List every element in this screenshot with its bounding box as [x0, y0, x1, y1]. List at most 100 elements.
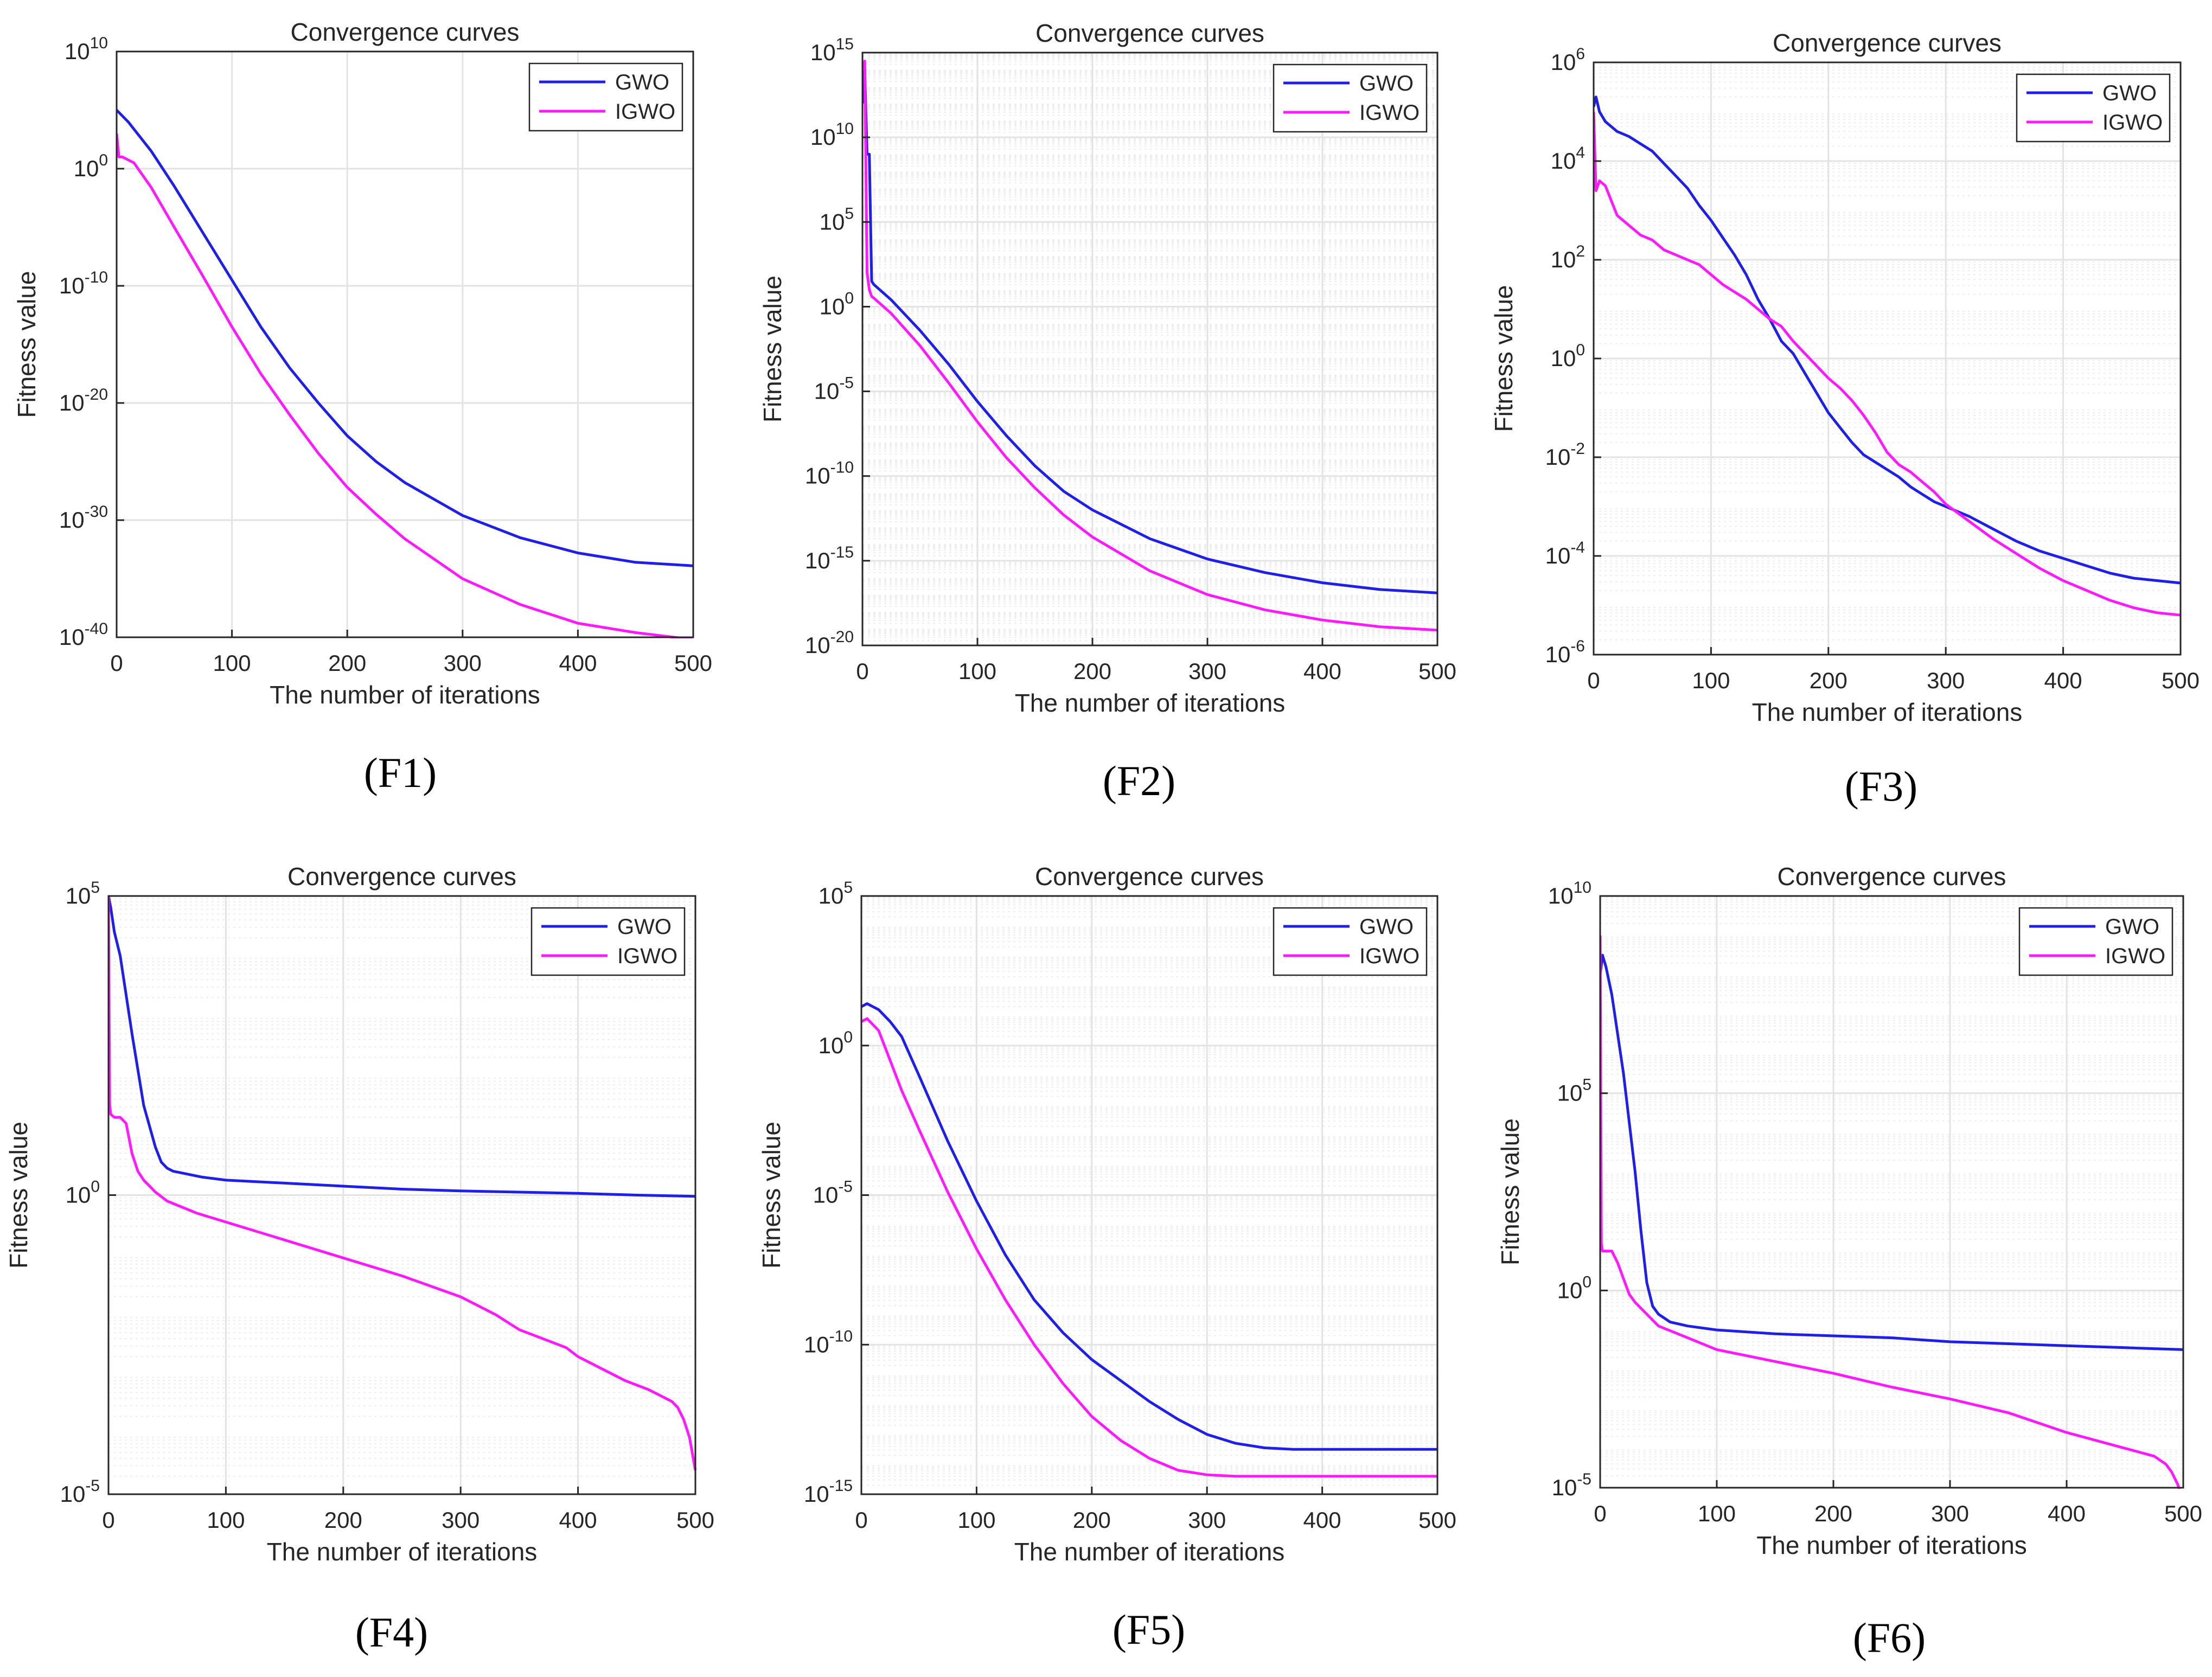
series-line-gwo	[862, 68, 1438, 594]
x-tick-label: 300	[444, 650, 482, 676]
x-tick-label: 0	[1587, 668, 1600, 693]
series-line-igwo	[1594, 111, 2181, 617]
y-tick-label: 1015	[810, 35, 854, 65]
x-tick-label: 100	[1692, 668, 1730, 693]
x-tick-label: 300	[1188, 658, 1226, 684]
y-tick-label: 104	[1551, 144, 1585, 174]
legend-box	[530, 907, 686, 976]
major-grid	[862, 53, 1437, 645]
chart-f4: 0 100 200 300 400 500 105 100 10-5 Convergence cu…	[4, 862, 714, 1566]
x-tick-label: 500	[1418, 1507, 1456, 1533]
legend: GWO IGWO	[1273, 907, 1428, 976]
x-tick-label: 200	[1814, 1501, 1852, 1526]
y-tick-label: 100	[819, 1028, 853, 1058]
y-tick-label: 105	[819, 879, 853, 908]
series-line-igwo	[108, 895, 696, 1471]
caption-f6: (F6)	[1852, 1614, 1926, 1661]
x-tick-label: 400	[1303, 658, 1341, 684]
series-line-gwo	[108, 895, 696, 1198]
y-tick-label: 1010	[1548, 879, 1591, 908]
y-tick-label: 10-40	[59, 620, 108, 650]
legend: GWO IGWO	[2018, 907, 2173, 976]
plot-area	[1600, 896, 2183, 1488]
y-axis-label: Fitness value	[1489, 285, 1518, 432]
x-axis-label: The number of iterations	[1752, 698, 2023, 726]
legend-label-gwo: GWO	[1359, 915, 1414, 939]
y-tick-label: 10-4	[1545, 539, 1585, 568]
x-tick-label: 300	[1188, 1507, 1226, 1533]
y-tick-label: 10-20	[805, 628, 854, 658]
axes-box	[1599, 895, 2184, 1489]
caption-f3: (F3)	[1844, 763, 1918, 810]
chart-title: Convergence curves	[287, 862, 516, 891]
series-line-igwo	[117, 133, 694, 638]
y-tick-label: 106	[1551, 45, 1585, 75]
y-tick-label: 10-6	[1545, 637, 1585, 667]
y-tick-label: 100	[66, 1178, 100, 1208]
major-grid	[1600, 896, 2183, 1488]
y-tick-label: 10-15	[804, 1477, 853, 1507]
x-tick-label: 100	[207, 1507, 245, 1533]
y-tick-label: 10-5	[814, 374, 854, 404]
x-tick-label: 400	[559, 650, 597, 676]
x-tick-label: 400	[559, 1507, 597, 1533]
x-tick-label: 0	[102, 1507, 114, 1533]
y-tick-label: 10-30	[59, 503, 108, 533]
x-tick-label: 200	[328, 650, 366, 676]
y-tick-label: 105	[1557, 1076, 1591, 1106]
x-tick-label: 200	[1073, 1507, 1111, 1533]
minor-grid	[862, 53, 1437, 641]
x-tick-label: 300	[1931, 1501, 1969, 1526]
x-tick-label: 100	[1698, 1501, 1736, 1526]
series-line-igwo	[862, 60, 1438, 632]
legend-label-igwo: IGWO	[2102, 111, 2163, 135]
x-tick-label: 300	[1927, 668, 1965, 693]
x-tick-label: 400	[2044, 668, 2082, 693]
chart-title: Convergence curves	[1035, 19, 1264, 47]
x-axis-label: The number of iterations	[267, 1538, 538, 1566]
x-axis-label: The number of iterations	[270, 681, 540, 709]
y-tick-label: 10-15	[805, 543, 854, 573]
x-tick-label: 400	[2048, 1501, 2086, 1526]
y-axis-label: Fitness value	[757, 1122, 785, 1269]
x-tick-label: 0	[1594, 1501, 1606, 1526]
series-line-gwo	[861, 1002, 1437, 1451]
legend-label-igwo: IGWO	[1359, 101, 1420, 125]
minor-grid	[108, 898, 695, 1477]
x-tick-label: 500	[2164, 1501, 2202, 1526]
legend: GWO IGWO	[528, 62, 683, 132]
y-axis-label: Fitness value	[4, 1122, 33, 1269]
y-tick-label: 100	[820, 289, 854, 319]
chart-title: Convergence curves	[291, 18, 520, 46]
legend-box	[528, 62, 683, 132]
x-tick-label: 200	[324, 1507, 362, 1533]
y-axis-label: Fitness value	[1496, 1118, 1524, 1265]
series-line-gwo	[1600, 953, 2184, 1351]
chart-title: Convergence curves	[1773, 29, 2002, 57]
x-tick-label: 400	[1303, 1507, 1341, 1533]
caption-f5: (F5)	[1112, 1606, 1186, 1653]
y-tick-label: 100	[1551, 341, 1585, 371]
y-axis-label: Fitness value	[12, 271, 41, 418]
y-tick-label: 10-5	[1552, 1470, 1591, 1500]
y-tick-label: 10-10	[805, 459, 854, 489]
y-tick-label: 10-10	[804, 1327, 853, 1357]
chart-f3: 0 100 200 300 400 500 106 104 102 100 10-2 10-4 10-6…	[1489, 29, 2200, 726]
caption-f1: (F1)	[363, 749, 437, 796]
legend-label-igwo: IGWO	[617, 944, 677, 968]
series-line-igwo	[861, 1017, 1437, 1478]
chart-f5: 0 100 200 300 400 500 105 100 10-5 10-10 10-15 Conv…	[757, 862, 1456, 1566]
legend-box	[2016, 73, 2171, 143]
series-line-gwo	[1594, 95, 2181, 585]
caption-f4: (F4)	[355, 1609, 429, 1656]
legend-label-gwo: GWO	[617, 915, 672, 939]
legend: GWO IGWO	[2016, 73, 2171, 143]
y-tick-label: 100	[74, 151, 108, 181]
legend-label-gwo: GWO	[615, 71, 669, 94]
legend: GWO IGWO	[530, 907, 686, 976]
x-tick-label: 500	[674, 650, 712, 676]
legend-label-gwo: GWO	[1359, 72, 1414, 95]
legend-box	[1273, 63, 1428, 133]
axes-box	[116, 50, 694, 638]
